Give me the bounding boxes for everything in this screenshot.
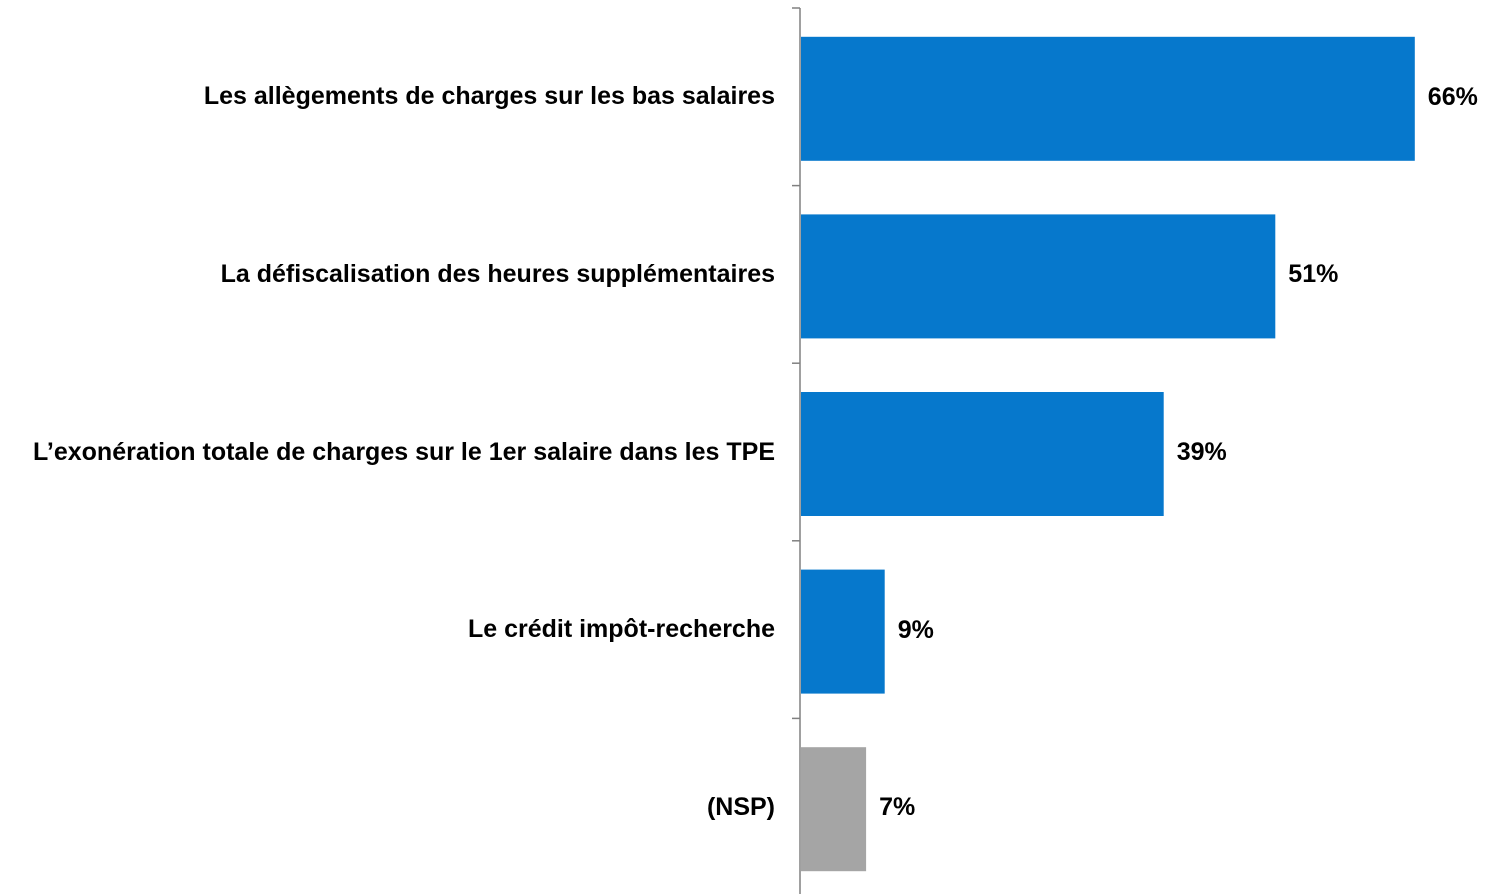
category-label: L’exonération totale de charges sur le 1… (33, 437, 775, 466)
bar (801, 36, 1415, 161)
bar (801, 747, 867, 872)
value-label: 51% (1288, 260, 1339, 289)
category-label: La défiscalisation des heures supplément… (220, 259, 775, 288)
category-label: (NSP) (706, 792, 775, 821)
bar (801, 392, 1164, 516)
value-label: 9% (897, 615, 934, 644)
bar (801, 569, 885, 694)
value-label: 39% (1176, 438, 1227, 466)
value-label: 66% (1427, 82, 1478, 111)
value-label: 7% (879, 793, 916, 822)
category-label: Le crédit impôt-recherche (467, 615, 775, 644)
category-label: Les allègements de charges sur les bas s… (203, 82, 775, 111)
bar (801, 214, 1276, 339)
